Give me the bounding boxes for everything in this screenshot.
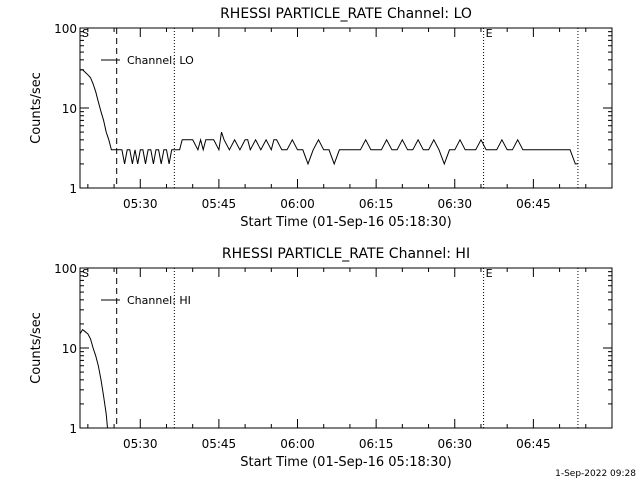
y-tick-label: 10 (62, 342, 77, 356)
marker-label: E (486, 267, 493, 280)
y-tick-label: 100 (54, 262, 77, 276)
marker-label: S (82, 27, 89, 40)
x-tick-label: 06:30 (437, 197, 472, 211)
chart-title: RHESSI PARTICLE_RATE Channel: HI (222, 246, 470, 262)
y-tick-label: 1 (69, 422, 77, 436)
series-line (80, 69, 578, 166)
y-tick-label: 10 (62, 102, 77, 116)
x-tick-label: 05:45 (202, 197, 237, 211)
x-axis-label: Start Time (01-Sep-16 05:18:30) (240, 455, 451, 470)
x-tick-label: 06:00 (280, 197, 315, 211)
x-tick-label: 06:15 (359, 197, 394, 211)
chart-title: RHESSI PARTICLE_RATE Channel: LO (220, 6, 472, 22)
marker-label: E (486, 27, 493, 40)
y-axis-label: Counts/sec (29, 312, 44, 384)
x-tick-label: 06:00 (280, 437, 315, 451)
x-tick-label: 05:30 (123, 197, 158, 211)
x-tick-label: 06:45 (516, 197, 551, 211)
legend-label: Channel: HI (127, 294, 191, 307)
y-tick-label: 1 (69, 182, 77, 196)
x-tick-label: 06:15 (359, 437, 394, 451)
x-tick-label: 06:30 (437, 437, 472, 451)
footer-timestamp: 1-Sep-2022 09:28 (555, 469, 636, 479)
y-tick-label: 100 (54, 22, 77, 36)
series-line (79, 328, 108, 429)
x-tick-label: 05:45 (202, 437, 237, 451)
y-axis-label: Counts/sec (29, 72, 44, 144)
x-axis-label: Start Time (01-Sep-16 05:18:30) (240, 215, 451, 230)
legend-label: Channel: LO (127, 54, 194, 67)
marker-label: S (82, 267, 89, 280)
x-tick-label: 05:30 (123, 437, 158, 451)
x-tick-label: 06:45 (516, 437, 551, 451)
